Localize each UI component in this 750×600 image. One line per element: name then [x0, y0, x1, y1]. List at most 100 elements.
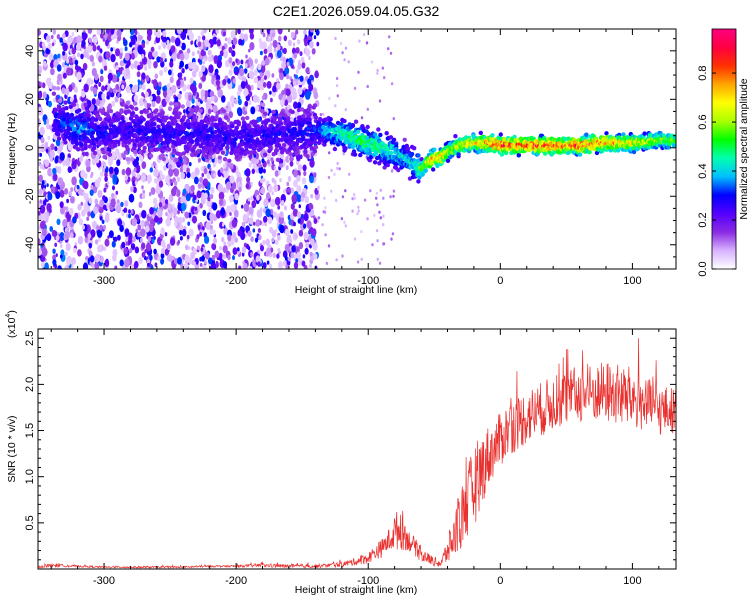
spectrogram-noise-cell: [300, 56, 305, 63]
spectrogram-noise-cell: [173, 168, 180, 177]
spectrogram-noise-cell: [392, 189, 396, 193]
spectrogram-noise-cell: [261, 41, 267, 50]
spectrogram-noise-cell: [369, 189, 372, 193]
spectrogram-noise-cell: [251, 168, 255, 175]
spectrogram-noise-cell: [347, 60, 350, 64]
spectrogram-trace-cell: [79, 142, 84, 147]
spectrogram-noise-cell: [115, 48, 121, 57]
spectrogram-noise-cell: [186, 234, 190, 240]
spectrogram-noise-cell: [166, 243, 171, 250]
spectrogram-noise-cell: [185, 99, 191, 108]
spectrogram-noise-cell: [111, 74, 118, 83]
spectrogram-noise-cell: [257, 261, 261, 267]
spectrogram-noise-cell: [271, 36, 275, 41]
spectrogram-noise-cell: [250, 195, 254, 201]
spectrogram-noise-cell: [271, 191, 275, 196]
spectrogram-trace-cell: [382, 165, 387, 170]
spectrogram-noise-cell: [104, 176, 108, 182]
spectrogram-noise-cell: [268, 263, 273, 269]
spectrogram-noise-cell: [180, 172, 185, 180]
spectrogram-noise-cell: [100, 69, 104, 75]
spectrogram-noise-cell: [256, 209, 263, 218]
spectrogram-noise-cell: [121, 211, 125, 217]
spectrogram-noise-cell: [43, 120, 47, 125]
spectrogram-noise-cell: [137, 231, 141, 238]
spectrogram-noise-cell: [282, 47, 287, 55]
spectrogram-noise-cell: [66, 67, 72, 76]
spectrogram-noise-cell: [92, 36, 98, 44]
spectrogram-noise-cell: [310, 194, 314, 199]
spectrogram-trace-cell: [378, 132, 383, 138]
spectrogram-noise-cell: [141, 175, 146, 183]
spectrogram-trace-cell: [133, 133, 138, 138]
spectrogram-noise-cell: [218, 252, 223, 259]
spectrogram-noise-cell: [296, 251, 301, 259]
spectrogram-noise-cell: [202, 60, 205, 65]
spectrogram-noise-cell: [391, 232, 395, 236]
spectrogram-noise-cell: [250, 84, 254, 91]
spectrogram-noise-cell: [180, 262, 184, 269]
spectrogram-noise-cell: [144, 65, 148, 71]
spectrogram-noise-cell: [114, 265, 118, 269]
spectrogram-noise-cell: [112, 87, 117, 94]
spectrogram-noise-cell: [188, 32, 194, 41]
spectrogram-noise-cell: [237, 181, 240, 186]
spectrogram-trace-cell: [53, 107, 59, 113]
spectrogram-noise-cell: [40, 261, 45, 268]
spectrogram-noise-cell: [109, 87, 113, 93]
spectrogram-noise-cell: [38, 188, 43, 195]
spectrogram-trace-cell: [172, 148, 177, 153]
spectrogram-trace-cell: [63, 140, 68, 145]
spectrogram-trace-cell: [91, 146, 97, 151]
spectrogram-noise-cell: [266, 159, 270, 165]
spectrogram-noise-cell: [152, 197, 158, 205]
spectrogram-noise-cell: [65, 206, 69, 212]
spectrogram-noise-cell: [211, 95, 215, 102]
spectrogram-noise-cell: [184, 254, 190, 263]
spectrogram-noise-cell: [256, 169, 259, 174]
spectrogram-trace-cell: [312, 103, 318, 108]
spectrogram-noise-cell: [237, 247, 240, 252]
spectrogram-trace-cell: [204, 158, 210, 163]
spectrogram-trace-cell: [185, 118, 191, 124]
spectrogram-noise-cell: [190, 171, 196, 180]
spectrogram-noise-cell: [71, 160, 77, 170]
spectrogram-trace-cell: [236, 122, 241, 127]
spectrogram-noise-cell: [293, 179, 298, 188]
spectrogram-noise-cell: [202, 264, 207, 269]
spectrogram-noise-cell: [94, 155, 100, 164]
spectrogram-noise-cell: [279, 224, 285, 234]
spectrogram-noise-cell: [323, 196, 326, 200]
spectrogram-noise-cell: [64, 251, 68, 256]
spectrogram-trace-cell: [101, 150, 106, 155]
spectrogram-trace-cell: [240, 116, 246, 121]
spectrogram-noise-cell: [161, 35, 167, 43]
spectrogram-trace-cell: [246, 150, 251, 155]
spectrogram-noise-cell: [149, 167, 153, 173]
spectrogram-noise-cell: [261, 158, 265, 164]
spectrogram-noise-cell: [137, 35, 142, 41]
spectrogram-noise-cell: [202, 226, 205, 231]
spectrogram-noise-cell: [130, 243, 136, 251]
spectrogram-noise-cell: [110, 29, 115, 35]
spectrogram-noise-cell: [99, 216, 103, 221]
spectrogram-noise-cell: [303, 29, 307, 36]
spectrogram-noise-cell: [191, 85, 197, 94]
spectrogram-noise-cell: [203, 192, 208, 200]
spectrogram-noise-cell: [163, 165, 167, 171]
spectrogram-trace-cell: [198, 108, 203, 113]
spectrogram-trace-cell: [106, 105, 112, 111]
spectrogram-trace-cell: [155, 140, 160, 145]
spectrogram-noise-cell: [92, 44, 97, 52]
spectrogram-noise-cell: [102, 224, 107, 230]
spectrogram-noise-cell: [196, 234, 200, 240]
spectrogram-noise-cell: [358, 39, 361, 43]
spectrogram-noise-cell: [265, 208, 271, 217]
spectrogram-noise-cell: [242, 262, 248, 269]
spectrogram-noise-cell: [101, 85, 106, 92]
spectrogram-noise-cell: [255, 105, 260, 112]
spectrogram-noise-cell: [229, 95, 235, 103]
spectrogram-noise-cell: [336, 161, 339, 166]
spectrogram-noise-cell: [125, 237, 129, 242]
spectrogram-noise-cell: [270, 198, 276, 208]
